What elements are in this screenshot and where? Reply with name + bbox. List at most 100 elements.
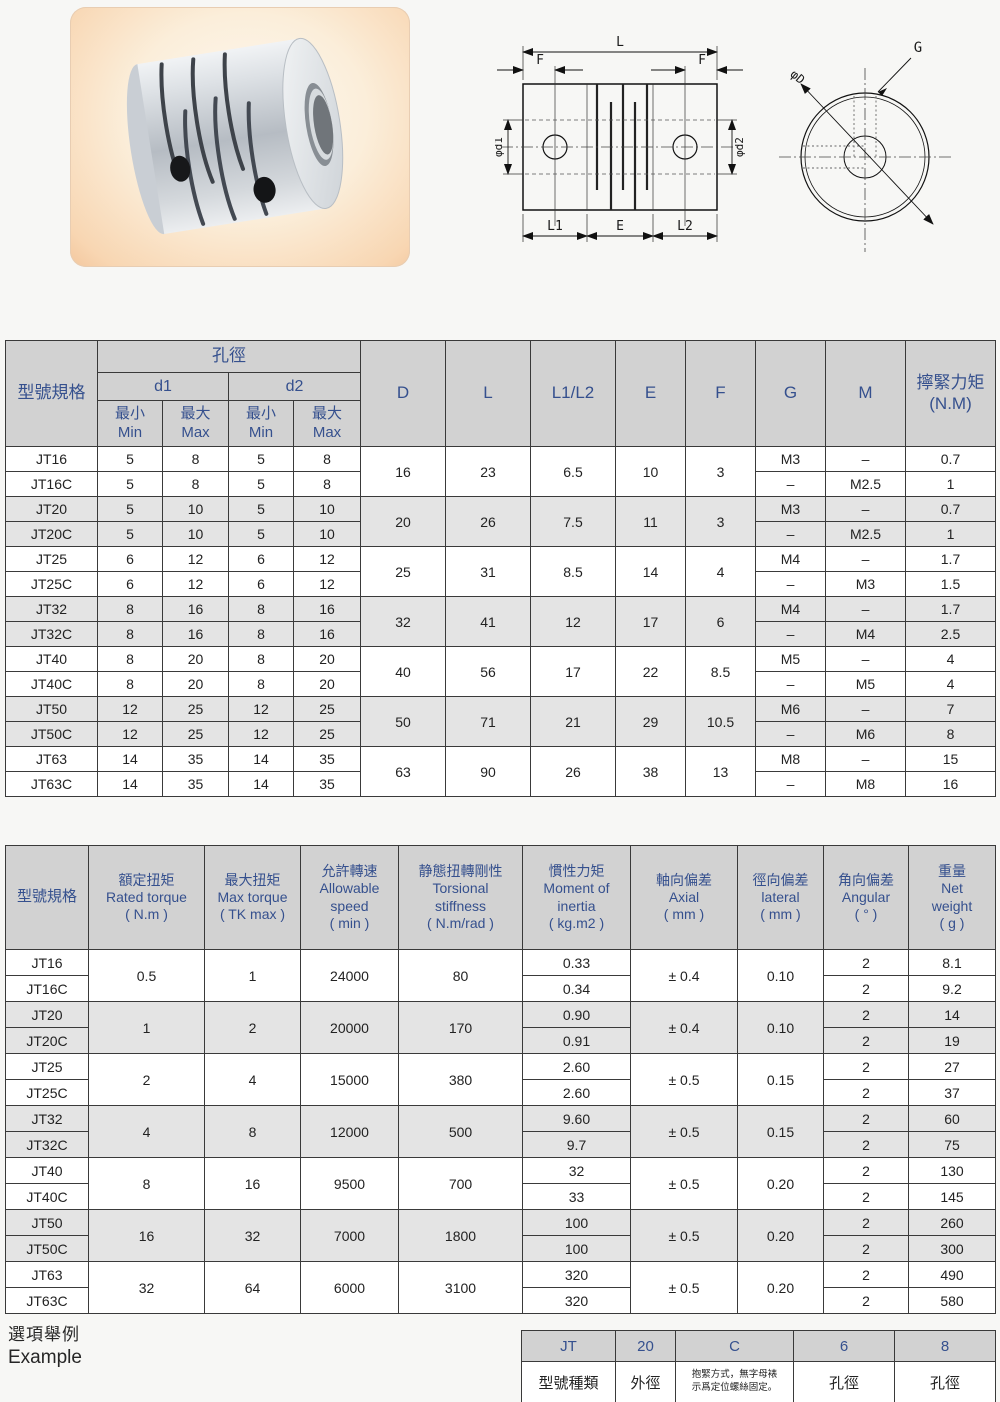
t2-cell-rated: 32 bbox=[88, 1261, 205, 1314]
t1-cell-L: 56 bbox=[445, 646, 531, 697]
t2-cell-weight: 27 bbox=[908, 1053, 996, 1080]
t2-cell-model: JT16 bbox=[5, 949, 89, 976]
t2-cell-axial: ± 0.5 bbox=[630, 1261, 738, 1314]
t2-cell-inertia: 100 bbox=[522, 1209, 631, 1236]
t1-cell-d1max: 25 bbox=[162, 721, 229, 747]
t1-cell-d1max: 20 bbox=[162, 646, 229, 672]
t1-header-d1: d1 bbox=[97, 372, 229, 401]
dim-label-E: E bbox=[616, 219, 624, 234]
t1-cell-M: – bbox=[825, 496, 906, 522]
t1-cell-d1min: 8 bbox=[97, 646, 163, 672]
t2-cell-angular: 2 bbox=[823, 1261, 909, 1288]
table1-row-JT63C: JT63C 14 35 14 35– M8 16 bbox=[5, 771, 996, 797]
t1-cell-G: – bbox=[755, 671, 826, 697]
t1-header-D: D bbox=[360, 340, 446, 447]
t1-cell-G: M3 bbox=[755, 446, 826, 472]
t1-cell-d2max: 35 bbox=[293, 746, 361, 772]
t2-cell-lateral: 0.20 bbox=[737, 1209, 824, 1262]
t1-header-L: L bbox=[445, 340, 531, 447]
t2-cell-axial: ± 0.4 bbox=[630, 1001, 738, 1054]
t1-cell-d2max: 20 bbox=[293, 646, 361, 672]
t1-cell-M: M2.5 bbox=[825, 471, 906, 497]
t2-cell-weight: 145 bbox=[908, 1183, 996, 1210]
t1-header-d2-min: 最小 Min bbox=[228, 400, 294, 447]
t1-cell-G: M5 bbox=[755, 646, 826, 672]
t1-cell-d2min: 14 bbox=[228, 771, 294, 797]
t1-cell-model: JT20 bbox=[5, 496, 98, 522]
t2-cell-max: 2 bbox=[204, 1001, 301, 1054]
t1-cell-torque: 8 bbox=[905, 721, 996, 747]
table1-row-JT20C: JT20C 5 10 5 10– M2.5 1 bbox=[5, 521, 996, 547]
t2-cell-stiffness: 80 bbox=[398, 949, 523, 1002]
t1-cell-L: 41 bbox=[445, 596, 531, 647]
t1-cell-L: 31 bbox=[445, 546, 531, 597]
t1-cell-d2max: 12 bbox=[293, 546, 361, 572]
t1-cell-torque: 7 bbox=[905, 696, 996, 722]
t2-header-moment-of-inertia: 慣性力矩 Moment of inertia ( kg.m2 ) bbox=[522, 845, 631, 950]
t1-header-d1-max: 最大 Max bbox=[162, 400, 229, 447]
t1-cell-d1max: 12 bbox=[162, 546, 229, 572]
t1-cell-model: JT63 bbox=[5, 746, 98, 772]
t2-cell-rated: 1 bbox=[88, 1001, 205, 1054]
t1-cell-model: JT40C bbox=[5, 671, 98, 697]
t1-cell-d1min: 5 bbox=[97, 446, 163, 472]
t1-cell-d2min: 6 bbox=[228, 546, 294, 572]
t2-header-lateral: 徑向偏差 lateral ( mm ) bbox=[737, 845, 824, 950]
table2-row-JT20: JT20 1 2 20000 170 0.90 ± 0.4 0.10 2 14 bbox=[5, 1001, 996, 1054]
dim-label-L2: L2 bbox=[677, 219, 693, 234]
example-code-bore1: 6 bbox=[793, 1330, 895, 1362]
t2-cell-inertia: 33 bbox=[522, 1183, 631, 1210]
t2-cell-model: JT40 bbox=[5, 1157, 89, 1184]
t1-cell-M: – bbox=[825, 646, 906, 672]
performance-table: 型號規格 額定扭矩 Rated torque ( N.m ) 最大扭矩 Max … bbox=[5, 845, 996, 1314]
t2-cell-weight: 130 bbox=[908, 1157, 996, 1184]
t1-cell-M: – bbox=[825, 696, 906, 722]
table1-row-JT40C: JT40C 8 20 8 20– M5 4 bbox=[5, 671, 996, 697]
t1-cell-d2max: 25 bbox=[293, 721, 361, 747]
t2-cell-model: JT50 bbox=[5, 1209, 89, 1236]
t2-cell-speed: 6000 bbox=[300, 1261, 399, 1314]
t2-cell-weight: 580 bbox=[908, 1287, 996, 1314]
t1-cell-D: 16 bbox=[360, 446, 446, 497]
t2-header-max-torque: 最大扭矩 Max torque ( TK max ) bbox=[204, 845, 301, 950]
t1-cell-F: 3 bbox=[685, 446, 756, 497]
example-code-size: 20 bbox=[615, 1330, 676, 1362]
table2-row-JT32C: JT32C 9.7 2 75 bbox=[5, 1131, 996, 1158]
table1-row-JT32: JT32 8 16 8 16 32 41 12 17 6 M4–1.7 bbox=[5, 596, 996, 647]
table2-row-JT63C: JT63C 320 2 580 bbox=[5, 1287, 996, 1314]
t1-header-d1-min: 最小 Min bbox=[97, 400, 163, 447]
t1-header-torque: 擰緊力矩 (N.M) bbox=[905, 340, 996, 447]
t1-cell-d1min: 5 bbox=[97, 496, 163, 522]
example-label-bore2: 孔徑 bbox=[894, 1361, 996, 1402]
table2-row-JT32: JT32 4 8 12000 500 9.60 ± 0.5 0.15 2 60 bbox=[5, 1105, 996, 1158]
t2-cell-stiffness: 3100 bbox=[398, 1261, 523, 1314]
t2-cell-weight: 37 bbox=[908, 1079, 996, 1106]
t2-header-angular: 角向偏差 Angular ( ° ) bbox=[823, 845, 909, 950]
t2-cell-angular: 2 bbox=[823, 1235, 909, 1262]
t2-cell-stiffness: 380 bbox=[398, 1053, 523, 1106]
t2-header-model: 型號規格 bbox=[5, 845, 89, 950]
t1-cell-d1min: 6 bbox=[97, 571, 163, 597]
t1-cell-G: – bbox=[755, 521, 826, 547]
t2-cell-inertia: 0.90 bbox=[522, 1001, 631, 1028]
t1-cell-d2min: 14 bbox=[228, 746, 294, 772]
t2-cell-weight: 60 bbox=[908, 1105, 996, 1132]
t1-cell-E: 14 bbox=[615, 546, 686, 597]
t1-cell-model: JT25 bbox=[5, 546, 98, 572]
front-view-drawing: φD G bbox=[779, 40, 951, 252]
dim-label-F-left: F bbox=[536, 53, 544, 68]
t1-cell-G: – bbox=[755, 621, 826, 647]
t1-cell-d2max: 16 bbox=[293, 596, 361, 622]
example-labels-row: 型號種類 外徑 抱緊方式，無字母裱 示爲定位螺絲固定。 孔徑 孔徑 bbox=[521, 1361, 996, 1402]
t1-cell-d1min: 5 bbox=[97, 521, 163, 547]
example-code-series: JT bbox=[521, 1330, 616, 1362]
table1-row-JT63: JT63 14 35 14 35 63 90 26 38 13 M8–15 bbox=[5, 746, 996, 797]
t2-cell-speed: 15000 bbox=[300, 1053, 399, 1106]
t1-cell-d2min: 8 bbox=[228, 646, 294, 672]
table2-row-JT16: JT16 0.5 1 24000 80 0.33 ± 0.4 0.10 2 8.1 bbox=[5, 949, 996, 1002]
t1-cell-torque: 1.7 bbox=[905, 596, 996, 622]
t2-cell-inertia: 32 bbox=[522, 1157, 631, 1184]
t1-cell-model: JT32 bbox=[5, 596, 98, 622]
dimensions-table: 型號規格 孔徑 D L L1/L2 E F G M 擰緊力矩 (N.M) d1 … bbox=[5, 340, 996, 797]
t1-cell-D: 20 bbox=[360, 496, 446, 547]
